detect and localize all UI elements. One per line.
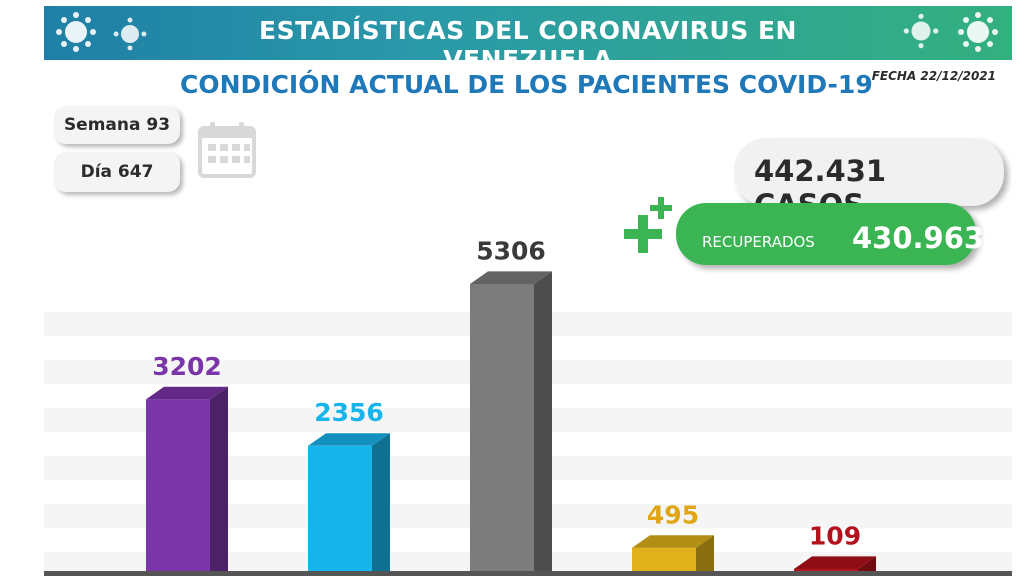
recovered-label: RECUPERADOS — [702, 233, 815, 251]
chart-bar — [470, 271, 552, 575]
week-pill: Semana 93 — [54, 106, 180, 144]
header-banner: ESTADÍSTICAS DEL CORONAVIRUS EN VENEZUEL… — [44, 6, 1012, 74]
page-margin — [1012, 0, 1024, 576]
chart-baseline — [44, 571, 1012, 576]
page-title: ESTADÍSTICAS DEL CORONAVIRUS EN VENEZUEL… — [259, 16, 797, 74]
bar-chart: 3202 2356 5306 495 109 — [146, 236, 876, 575]
virus-icon — [958, 12, 998, 52]
subtitle: CONDICIÓN ACTUAL DE LOS PACIENTES COVID-… — [180, 70, 873, 99]
recovered-value: 430.963 — [852, 221, 985, 255]
virus-icon — [903, 13, 939, 49]
chart-bar — [632, 535, 714, 575]
date-label: FECHA 22/12/2021 — [871, 69, 996, 83]
bar-value-label: 3202 — [152, 352, 222, 381]
chart-bar — [146, 386, 228, 575]
bar-value-label: 2356 — [314, 398, 384, 427]
calendar-icon — [198, 122, 256, 178]
recovered-badge: RECUPERADOS 430.963 — [676, 203, 984, 265]
day-pill: Día 647 — [54, 152, 180, 192]
bar-value-label: 5306 — [476, 236, 546, 265]
virus-icon — [113, 17, 147, 51]
bar-value-label: 495 — [647, 500, 699, 529]
bar-value-label: 109 — [809, 521, 861, 550]
chart-bar — [308, 433, 390, 575]
infographic: ESTADÍSTICAS DEL CORONAVIRUS EN VENEZUEL… — [44, 0, 1012, 576]
virus-icon — [56, 12, 96, 52]
